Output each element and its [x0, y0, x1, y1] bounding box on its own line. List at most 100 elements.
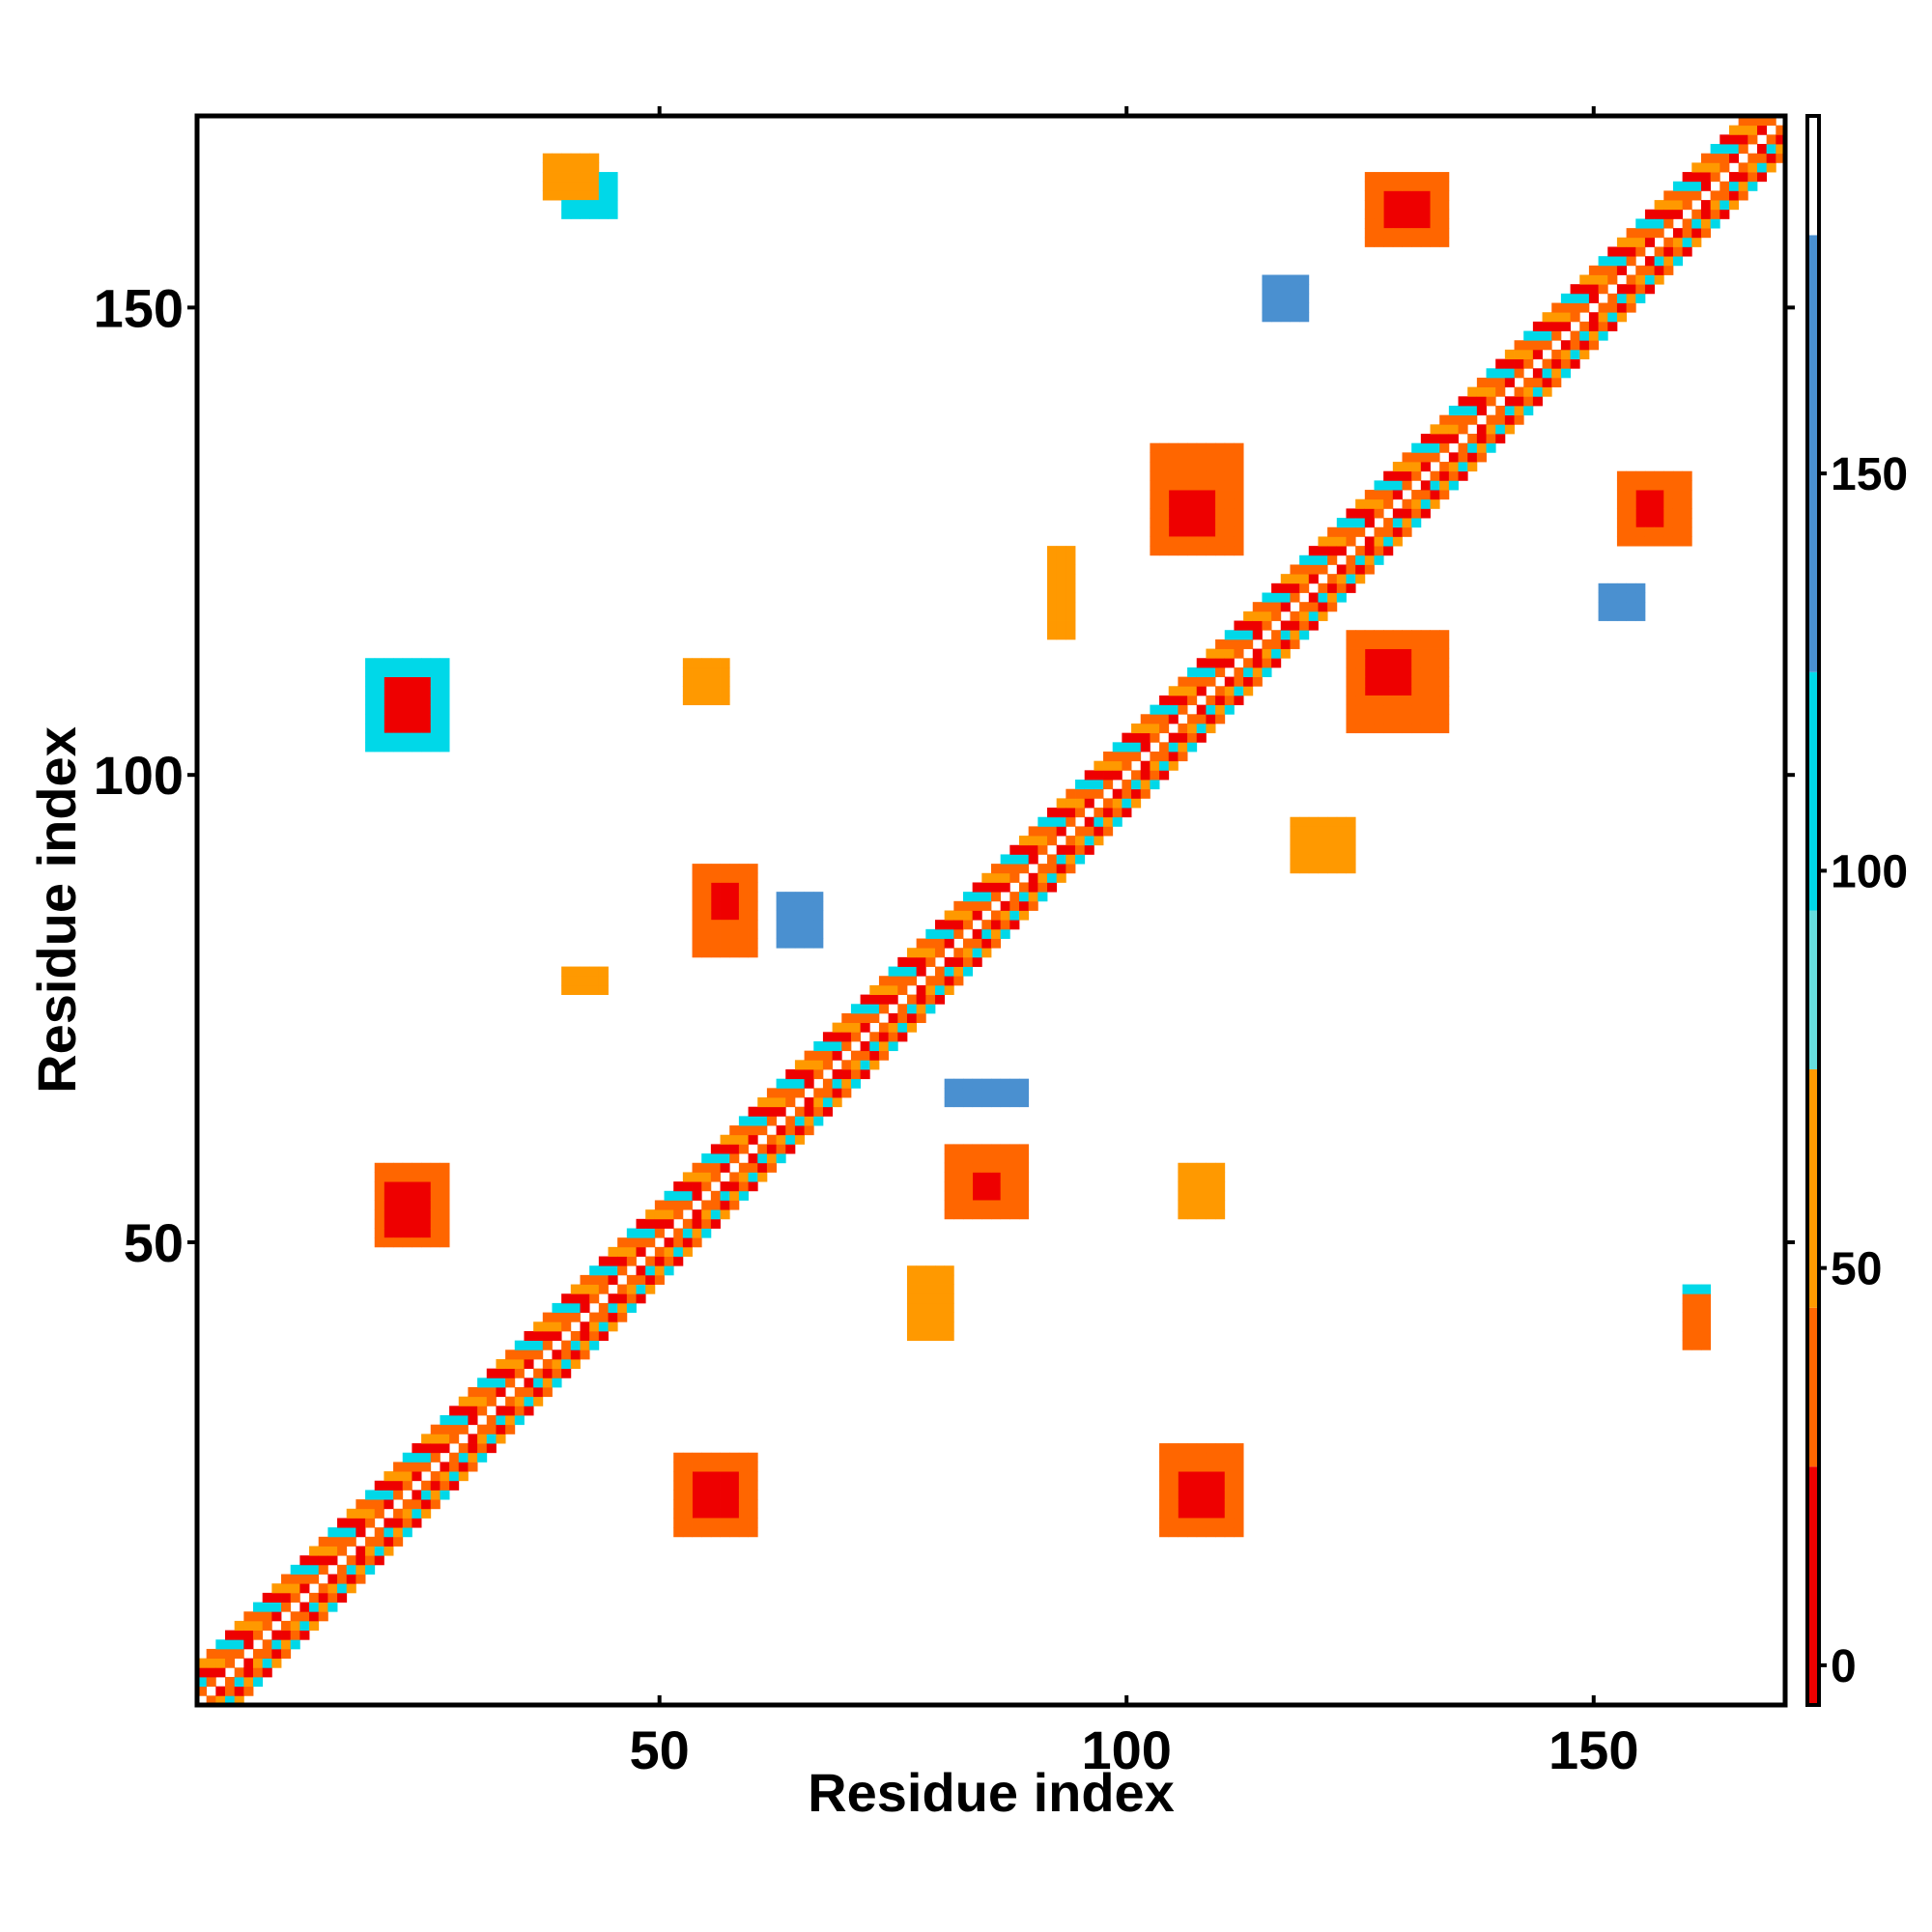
- heatmap-cell: [1224, 526, 1235, 537]
- heatmap-cell: [206, 1658, 216, 1668]
- heatmap-cell: [1420, 480, 1431, 491]
- heatmap-cell: [402, 1162, 412, 1173]
- heatmap-cell: [953, 1172, 964, 1182]
- heatmap-cell: [962, 1190, 974, 1201]
- heatmap-cell: [1495, 424, 1506, 435]
- heatmap-cell: [1728, 181, 1740, 191]
- heatmap-cell: [1196, 1200, 1207, 1210]
- heatmap-cell: [692, 872, 702, 883]
- heatmap-cell: [1168, 704, 1179, 715]
- heatmap-cell: [1430, 452, 1440, 463]
- heatmap-cell: [906, 1004, 918, 1014]
- heatmap-cell: [1271, 312, 1282, 323]
- heatmap-cell: [1131, 780, 1142, 790]
- heatmap-cell: [1392, 639, 1403, 649]
- heatmap-cell: [804, 1116, 814, 1126]
- heatmap-cell: [1747, 172, 1758, 183]
- heatmap-cell: [1346, 630, 1356, 640]
- heatmap-cell: [1448, 414, 1459, 425]
- heatmap-cell: [1280, 284, 1291, 295]
- heatmap-cell: [458, 1415, 469, 1426]
- heatmap-cell: [729, 1144, 740, 1154]
- heatmap-cell: [1402, 218, 1412, 229]
- heatmap-cell: [1290, 302, 1300, 313]
- heatmap-cell: [1682, 200, 1692, 211]
- heatmap-cell: [290, 1574, 300, 1584]
- heatmap-cell: [1224, 676, 1235, 687]
- heatmap-cell: [225, 1676, 236, 1688]
- heatmap-cell: [225, 1630, 236, 1640]
- heatmap-cell: [1728, 134, 1740, 145]
- heatmap-cell: [1504, 358, 1515, 369]
- heatmap-cell: [1009, 1209, 1020, 1220]
- heatmap-cell: [1187, 695, 1198, 706]
- heatmap-cell: [991, 1162, 1002, 1173]
- heatmap-cell: [813, 938, 824, 949]
- heatmap-cell: [271, 1630, 282, 1640]
- heatmap-cell: [262, 1667, 272, 1678]
- heatmap-cell: [1504, 424, 1515, 435]
- heatmap-cell: [692, 882, 702, 893]
- heatmap-cell: [365, 1546, 376, 1556]
- heatmap-cell: [608, 209, 618, 219]
- heatmap-cell: [1411, 452, 1422, 463]
- heatmap-cell: [505, 1358, 516, 1370]
- heatmap-cell: [1168, 1480, 1179, 1491]
- heatmap-cell: [1663, 536, 1674, 547]
- heatmap-cell: [1402, 209, 1412, 219]
- heatmap-cell: [1560, 368, 1571, 379]
- heatmap-cell: [1290, 639, 1300, 649]
- heatmap-cell: [346, 1536, 356, 1547]
- heatmap-cell: [1206, 1462, 1216, 1472]
- heatmap-cell: [1159, 480, 1170, 491]
- heatmap-cell: [1187, 442, 1198, 453]
- heatmap-cell: [374, 1546, 384, 1556]
- heatmap-cell: [1654, 209, 1664, 219]
- heatmap-cell: [514, 1415, 525, 1426]
- heatmap-cell: [1626, 284, 1636, 295]
- heatmap-cell: [1206, 1490, 1216, 1500]
- heatmap-cell: [1672, 490, 1684, 500]
- heatmap-cell: [253, 1648, 264, 1660]
- heatmap-cell: [365, 1564, 376, 1575]
- heatmap-cell: [664, 1237, 674, 1248]
- heatmap-cell: [505, 1378, 516, 1388]
- heatmap-cell: [514, 1350, 525, 1360]
- heatmap-cell: [925, 956, 936, 967]
- heatmap-cell: [393, 1471, 404, 1482]
- heatmap-cell: [206, 1667, 216, 1678]
- heatmap-cell: [1318, 564, 1328, 575]
- heatmap-cell: [1243, 620, 1254, 631]
- heatmap-cell: [570, 1302, 581, 1313]
- heatmap-cell: [1644, 526, 1656, 537]
- heatmap-cell: [1700, 218, 1712, 229]
- heatmap-cell: [1159, 1490, 1170, 1500]
- heatmap-cell: [309, 1620, 320, 1631]
- heatmap-cell: [430, 1452, 440, 1463]
- heatmap-cell: [589, 976, 600, 986]
- heatmap-cell: [1663, 526, 1674, 537]
- heatmap-cell: [486, 1368, 497, 1378]
- heatmap-cell: [1308, 546, 1319, 556]
- heatmap-cell: [682, 1471, 693, 1482]
- heatmap-cell: [1719, 144, 1730, 155]
- heatmap-cell: [1299, 826, 1310, 837]
- heatmap-cell: [1206, 1172, 1216, 1182]
- heatmap-cell: [1588, 330, 1599, 341]
- heatmap-cell: [570, 984, 581, 995]
- heatmap-cell: [402, 704, 412, 715]
- heatmap-cell: [1178, 1181, 1188, 1192]
- heatmap-cell: [440, 714, 450, 724]
- heatmap-cell: [1411, 695, 1422, 706]
- heatmap-cell: [570, 1350, 581, 1360]
- heatmap-cell: [253, 1658, 264, 1668]
- heatmap-cell: [729, 1462, 740, 1472]
- heatmap-cell: [468, 1462, 478, 1472]
- colorbar-band: [1807, 235, 1819, 672]
- heatmap-cell: [1486, 442, 1496, 453]
- heatmap-cell: [710, 928, 721, 939]
- heatmap-cell: [1682, 490, 1692, 500]
- heatmap-cell: [1103, 760, 1114, 771]
- heatmap-cell: [1626, 480, 1636, 491]
- heatmap-cell: [1504, 377, 1515, 388]
